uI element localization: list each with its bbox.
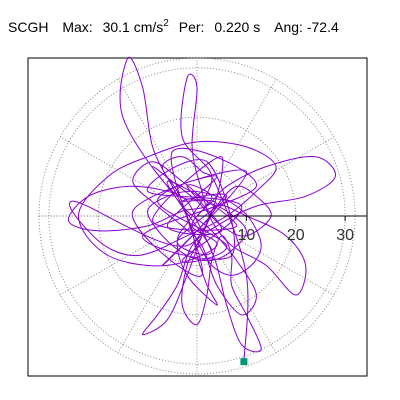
radial-axis: 10 20 30 bbox=[197, 215, 367, 244]
end-marker-group bbox=[240, 358, 248, 366]
end-marker bbox=[240, 358, 248, 366]
trace-line bbox=[68, 56, 336, 362]
grid-spoke bbox=[117, 258, 173, 354]
grid-spoke bbox=[59, 136, 155, 192]
angle-label: Ang: bbox=[274, 19, 303, 35]
grid-spoke bbox=[59, 240, 155, 296]
axis-tick-label: 20 bbox=[287, 227, 305, 244]
motion-trace bbox=[68, 56, 336, 362]
max-unit: cm/s bbox=[133, 19, 164, 35]
angle-value: -72.4 bbox=[306, 19, 339, 35]
grid-spoke bbox=[117, 78, 173, 174]
grid-spoke bbox=[221, 78, 277, 174]
max-unit-exponent: 2 bbox=[163, 18, 169, 29]
period-value: 0.220 s bbox=[214, 19, 261, 35]
grid-spoke bbox=[221, 258, 277, 354]
grid-spoke bbox=[239, 136, 335, 192]
axis-tick-label: 30 bbox=[336, 227, 354, 244]
title-bar: SCGH Max: 30.1 cm/s2 Per: 0.220 s Ang: -… bbox=[8, 18, 398, 42]
max-value: 30.1 bbox=[102, 19, 130, 35]
station-code: SCGH bbox=[8, 19, 49, 35]
axis-tick-label: 10 bbox=[237, 227, 255, 244]
grid-spoke bbox=[239, 240, 335, 296]
period-label: Per: bbox=[178, 19, 205, 35]
max-label: Max: bbox=[62, 19, 93, 35]
